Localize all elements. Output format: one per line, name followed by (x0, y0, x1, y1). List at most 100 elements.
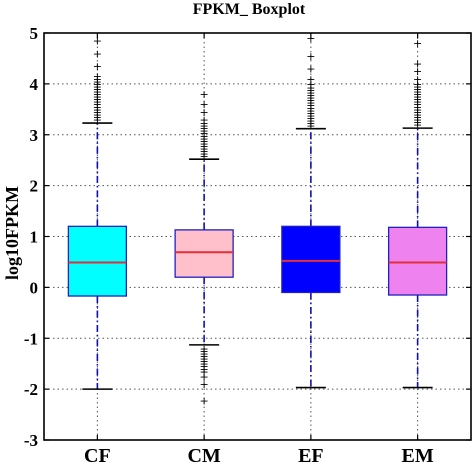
outlier-point: + (413, 91, 422, 104)
outlier-point: + (413, 113, 422, 126)
outlier-point: + (93, 35, 102, 48)
outlier-point: + (93, 106, 102, 119)
outlier-point: + (93, 93, 102, 106)
outlier-point: + (306, 120, 315, 133)
outlier-point: + (93, 101, 102, 114)
outlier-point: + (306, 94, 315, 107)
outlier-point: + (93, 98, 102, 111)
x-category-label: EF (298, 445, 324, 464)
outlier-point: + (306, 78, 315, 91)
outlier-point: + (93, 108, 102, 121)
outlier-point: + (306, 32, 315, 45)
outlier-point: + (200, 342, 209, 355)
outlier-point: + (93, 75, 102, 88)
outlier-point: + (306, 81, 315, 94)
outlier-point: + (200, 135, 209, 148)
outlier-point: + (413, 119, 422, 132)
outlier-point: + (200, 350, 209, 363)
outlier-point: + (200, 142, 209, 155)
outlier-point: + (413, 37, 422, 50)
outlier-point: + (306, 107, 315, 120)
outlier-point: + (93, 91, 102, 104)
outlier-point: + (200, 132, 209, 145)
outlier-point: + (306, 84, 315, 97)
box-cm: +++++++++++++++++++++++++++++++ (174, 88, 234, 407)
outlier-point: + (413, 98, 422, 111)
boxes-layer: ++++++++++++++++++++++++++++++++++++++++… (67, 32, 448, 407)
outlier-point: + (413, 106, 422, 119)
axis-ticks: -3 -2 -1 0 1 2 3 4 5 CF CM EF EM (24, 24, 471, 464)
box-ef: +++++++++++++++++++++ (281, 32, 341, 389)
outlier-point: + (200, 106, 209, 119)
y-tick-label: 1 (30, 228, 39, 247)
chart-title: FPKM_ Boxplot (193, 1, 306, 18)
outlier-point: + (93, 70, 102, 83)
outlier-point: + (200, 353, 209, 366)
outlier-point: + (413, 103, 422, 116)
outlier-point: + (200, 98, 209, 111)
outlier-point: + (93, 47, 102, 60)
outlier-point: + (200, 125, 209, 138)
outlier-point: + (413, 58, 422, 71)
outlier-point: + (413, 93, 422, 106)
outlier-point: + (93, 88, 102, 101)
y-tick-label: 2 (30, 177, 39, 196)
outlier-point: + (200, 88, 209, 101)
outlier-point: + (413, 96, 422, 109)
outlier-point: + (200, 130, 209, 143)
iqr-box (281, 225, 341, 294)
outlier-point: + (93, 80, 102, 93)
outlier-point: + (93, 60, 102, 73)
outlier-point: + (306, 102, 315, 115)
outlier-point: + (93, 83, 102, 96)
outlier-point: + (200, 348, 209, 361)
outlier-point: + (200, 122, 209, 135)
outlier-point: + (200, 360, 209, 373)
outlier-point: + (413, 116, 422, 129)
outlier-point: + (413, 65, 422, 78)
outlier-point: + (200, 365, 209, 378)
outlier-point: + (306, 50, 315, 63)
outlier-point: + (93, 73, 102, 86)
outlier-point: + (413, 108, 422, 121)
y-axis-label: log10FPKM (2, 186, 22, 280)
outlier-point: + (306, 117, 315, 130)
outlier-point: + (413, 88, 422, 101)
outlier-point: + (93, 96, 102, 109)
outlier-point: + (200, 137, 209, 150)
outlier-point: + (413, 101, 422, 114)
box-em: +++++++++++++++++++++ (387, 37, 448, 389)
outlier-point: + (200, 358, 209, 371)
outlier-point: + (413, 78, 422, 91)
y-tick-label: 5 (30, 24, 39, 43)
iqr-box (174, 229, 234, 278)
outlier-point: + (306, 73, 315, 86)
y-tick-label: -3 (24, 431, 38, 450)
outlier-point: + (200, 148, 209, 161)
iqr-box (387, 226, 448, 296)
outlier-point: + (306, 87, 315, 100)
outlier-point: + (413, 73, 422, 86)
outlier-point: + (413, 80, 422, 93)
outlier-point: + (200, 150, 209, 163)
outlier-point: + (200, 145, 209, 158)
outlier-point: + (306, 97, 315, 110)
outlier-point: + (306, 104, 315, 117)
outlier-point: + (200, 127, 209, 140)
outlier-point: + (306, 109, 315, 122)
outlier-point: + (200, 363, 209, 376)
y-tick-label: 4 (30, 75, 39, 94)
outlier-point: + (306, 99, 315, 112)
outlier-point: + (413, 86, 422, 99)
y-tick-label: 0 (30, 278, 39, 297)
x-category-label: CF (84, 445, 111, 464)
outlier-point: + (93, 113, 102, 126)
box-cf: +++++++++++++++++++++ (67, 35, 128, 390)
y-tick-label: 3 (30, 126, 39, 145)
outlier-point: + (200, 378, 209, 391)
outlier-point: + (200, 345, 209, 358)
iqr-box (67, 225, 128, 297)
x-category-label: EM (402, 445, 434, 464)
outlier-point: + (200, 117, 209, 130)
